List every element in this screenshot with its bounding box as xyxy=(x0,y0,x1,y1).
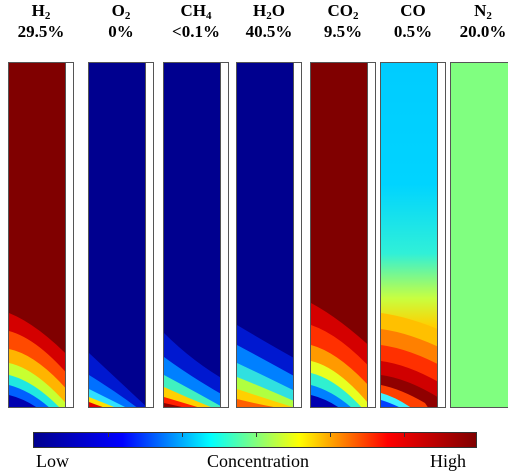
concentration-map xyxy=(451,63,508,407)
concentration-panel xyxy=(236,62,302,408)
colorbar-tick xyxy=(108,433,109,437)
concentration-band xyxy=(9,395,37,407)
channel-wall xyxy=(367,63,375,407)
concentration-map xyxy=(311,63,375,407)
concentration-panel xyxy=(88,62,154,408)
colorbar-high-label: High xyxy=(430,451,466,471)
colorbar-tick xyxy=(404,433,405,437)
species-header: CO 0.5% xyxy=(380,0,446,42)
colorbar-title: Concentration xyxy=(207,451,309,471)
concentration-panel xyxy=(8,62,74,408)
concentration-panel xyxy=(163,62,229,408)
concentration-map xyxy=(89,63,153,407)
species-formula-suffix: O xyxy=(271,1,285,20)
channel-wall xyxy=(437,63,445,407)
species-header: O2 0% xyxy=(88,0,154,42)
colorbar-low-label: Low xyxy=(36,451,69,471)
species-percent: <0.1% xyxy=(172,22,220,41)
species-header: CO2 9.5% xyxy=(310,0,376,42)
concentration-band xyxy=(311,395,339,407)
species-formula: H xyxy=(253,1,267,20)
colorbar-tick xyxy=(256,433,257,437)
channel-wall xyxy=(65,63,73,407)
species-header: CH4 <0.1% xyxy=(163,0,229,42)
concentration-field xyxy=(451,63,508,407)
concentration-band xyxy=(89,402,103,407)
colorbar-tick xyxy=(182,433,183,437)
species-percent: 0.5% xyxy=(393,22,433,41)
species-subscript: 2 xyxy=(44,10,51,22)
species-header: H2O 40.5% xyxy=(236,0,302,42)
species-formula: N xyxy=(474,1,487,20)
species-formula: H xyxy=(31,1,45,20)
species-subscript: 2 xyxy=(353,10,359,22)
species-subscript: 2 xyxy=(124,10,131,22)
concentration-colorbar xyxy=(33,432,477,448)
concentration-panel xyxy=(310,62,376,408)
concentration-band xyxy=(237,399,274,407)
species-percent: 29.5% xyxy=(17,22,65,41)
species-header: H2 29.5% xyxy=(8,0,74,42)
concentration-map xyxy=(9,63,73,407)
species-percent: 0% xyxy=(108,22,134,41)
species-percent: 40.5% xyxy=(245,22,293,41)
species-formula: CO xyxy=(400,1,426,20)
species-header: N2 20.0% xyxy=(450,0,508,42)
concentration-band xyxy=(381,400,399,407)
species-subscript: 2 xyxy=(266,10,272,22)
species-formula: O xyxy=(111,1,125,20)
species-percent: 20.0% xyxy=(459,22,507,41)
channel-wall xyxy=(220,63,228,407)
channel-wall xyxy=(145,63,153,407)
concentration-map xyxy=(237,63,301,407)
species-subscript: 4 xyxy=(206,10,212,22)
species-formula: CH xyxy=(180,1,207,20)
concentration-map xyxy=(381,63,445,407)
species-subscript: 2 xyxy=(486,10,492,22)
colorbar-tick xyxy=(330,433,331,437)
concentration-field xyxy=(89,63,153,407)
concentration-map xyxy=(164,63,228,407)
channel-wall xyxy=(293,63,301,407)
species-percent: 9.5% xyxy=(323,22,363,41)
concentration-band xyxy=(164,403,182,407)
concentration-panel xyxy=(450,62,508,408)
concentration-panel xyxy=(380,62,446,408)
species-formula: CO xyxy=(327,1,354,20)
concentration-band xyxy=(164,397,198,407)
